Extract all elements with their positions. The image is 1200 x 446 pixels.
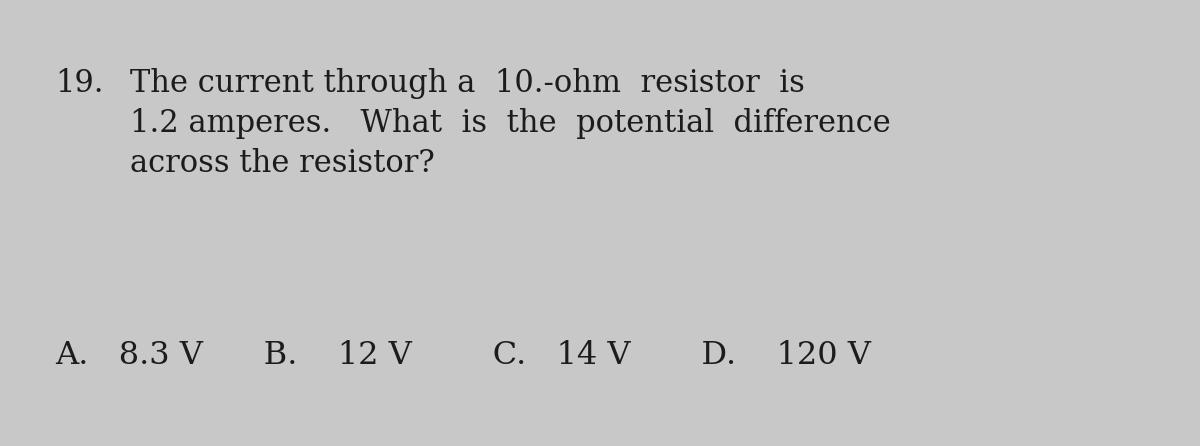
Text: 19.: 19. [55, 68, 103, 99]
Text: The current through a  10.-ohm  resistor  is: The current through a 10.-ohm resistor i… [130, 68, 805, 99]
Text: A.   8.3 V      B.    12 V        C.   14 V       D.    120 V: A. 8.3 V B. 12 V C. 14 V D. 120 V [55, 340, 871, 371]
Text: across the resistor?: across the resistor? [130, 148, 434, 179]
Text: 1.2 amperes.   What  is  the  potential  difference: 1.2 amperes. What is the potential diffe… [130, 108, 890, 139]
